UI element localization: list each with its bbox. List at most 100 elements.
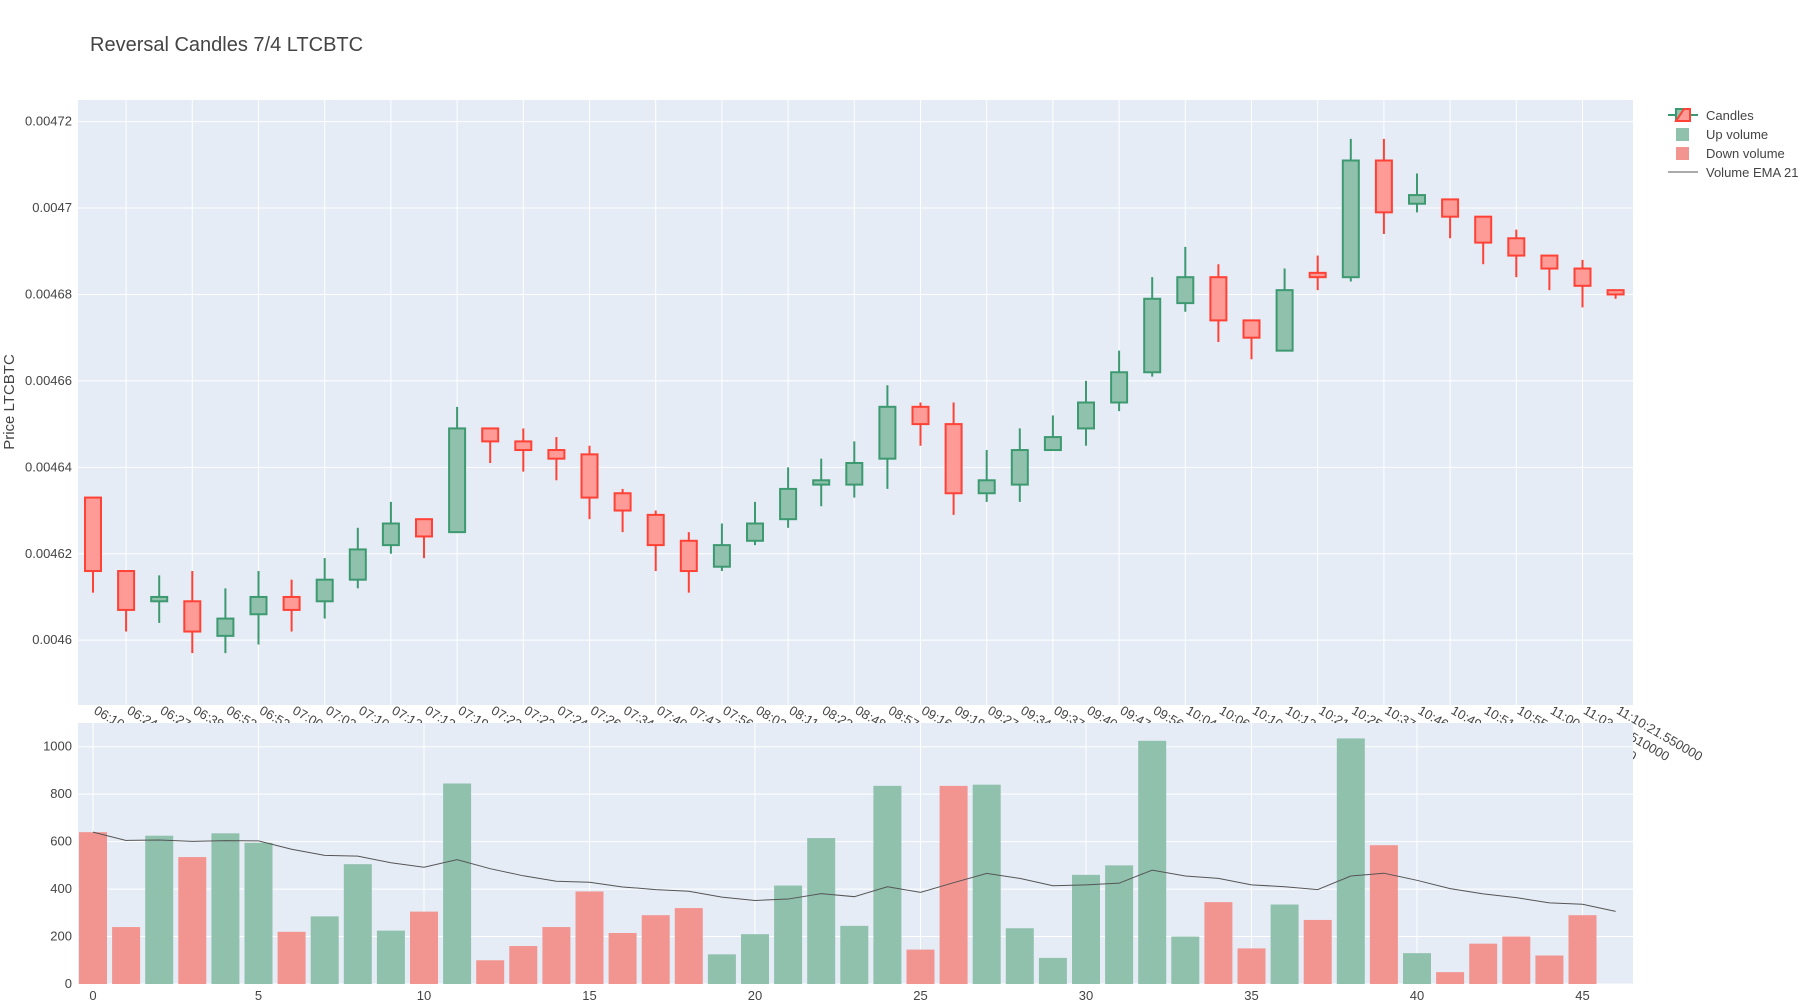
down-volume-bar[interactable] (1502, 936, 1531, 984)
candle-up[interactable] (216, 588, 235, 654)
candle-up[interactable] (812, 458, 831, 507)
down-volume-bar[interactable] (1369, 845, 1398, 984)
up-volume-bar[interactable] (774, 885, 803, 984)
candle-down[interactable] (944, 402, 963, 515)
candle-down[interactable] (282, 579, 301, 632)
up-volume-bar[interactable] (972, 784, 1001, 984)
up-volume-bar[interactable] (741, 934, 769, 984)
up-volume-bar[interactable] (244, 842, 273, 984)
up-volume-bar[interactable] (1038, 957, 1067, 984)
up-volume-bar[interactable] (873, 785, 902, 984)
up-volume-bar[interactable] (1336, 738, 1365, 984)
candle-up[interactable] (315, 558, 334, 619)
candle-down[interactable] (1308, 255, 1327, 291)
down-volume-bar[interactable] (1204, 902, 1233, 984)
down-volume-bar[interactable] (1237, 948, 1266, 984)
candle-up[interactable] (1176, 246, 1195, 312)
candle-down[interactable] (1441, 198, 1460, 239)
legend-item-volume-ema[interactable]: Volume EMA 21 (1668, 165, 1799, 180)
candle-up[interactable] (1275, 268, 1294, 352)
up-volume-bar[interactable] (376, 930, 405, 984)
candle-up[interactable] (977, 450, 996, 502)
candle-down[interactable] (514, 428, 533, 472)
down-volume-bar[interactable] (1436, 972, 1465, 984)
candle-down[interactable] (1209, 264, 1228, 342)
up-volume-bar[interactable] (1171, 936, 1200, 984)
candle-down[interactable] (183, 571, 202, 654)
up-volume-bar[interactable] (1005, 928, 1034, 984)
legend-item-up-volume[interactable]: Up volume (1676, 127, 1768, 142)
down-volume-bar[interactable] (178, 857, 207, 984)
candle-down[interactable] (547, 437, 566, 481)
up-volume-bar[interactable] (1138, 740, 1167, 984)
candle-down[interactable] (613, 488, 632, 533)
candle-up[interactable] (1110, 350, 1129, 412)
candle-up[interactable] (845, 441, 864, 498)
up-volume-bar[interactable] (707, 954, 736, 984)
down-volume-bar[interactable] (476, 960, 505, 984)
candle-up[interactable] (348, 527, 367, 589)
legend-item-down-volume[interactable]: Down volume (1676, 146, 1785, 161)
down-volume-bar[interactable] (641, 915, 670, 984)
candle-up[interactable] (1143, 277, 1162, 377)
candle-up[interactable] (779, 467, 798, 528)
candle-down[interactable] (481, 427, 500, 463)
down-volume-bar[interactable] (1535, 955, 1564, 984)
candle-up[interactable] (1408, 173, 1426, 213)
down-volume-bar[interactable] (575, 891, 604, 984)
down-volume-bar[interactable] (542, 927, 571, 984)
candle-up[interactable] (448, 406, 467, 534)
candle-up[interactable] (712, 523, 731, 572)
candle-up[interactable] (1010, 428, 1029, 502)
candle-down[interactable] (580, 445, 599, 520)
up-volume-bar[interactable] (211, 833, 240, 984)
up-volume-bar[interactable] (840, 925, 869, 984)
down-volume-bar[interactable] (1469, 943, 1498, 984)
down-volume-bar[interactable] (1303, 919, 1332, 984)
candle-up[interactable] (878, 385, 897, 489)
legend-item-candles[interactable]: Candles (1668, 108, 1754, 123)
candle-down[interactable] (1242, 319, 1261, 360)
down-volume-bar[interactable] (509, 946, 538, 984)
candle-down[interactable] (84, 496, 102, 593)
candle-up[interactable] (150, 575, 169, 623)
up-volume-bar[interactable] (1105, 865, 1134, 984)
candle-down[interactable] (1573, 259, 1592, 308)
up-volume-bar[interactable] (1403, 953, 1431, 984)
candle-up[interactable] (1077, 380, 1095, 446)
candle-down[interactable] (1606, 289, 1625, 299)
down-volume-bar[interactable] (277, 931, 306, 984)
candle-down[interactable] (679, 532, 698, 593)
candle-up[interactable] (1341, 138, 1360, 282)
up-volume-bar[interactable] (1072, 874, 1100, 984)
down-volume-bar[interactable] (112, 927, 141, 984)
candle-down[interactable] (1374, 138, 1393, 234)
candle-down[interactable] (1474, 215, 1493, 265)
candle-body (547, 449, 566, 460)
down-volume-bar[interactable] (939, 785, 968, 984)
volume-y-tick-label: 400 (50, 881, 72, 896)
down-volume-bar[interactable] (906, 949, 935, 984)
down-volume-bar[interactable] (608, 932, 637, 984)
candle-down[interactable] (911, 402, 930, 446)
candle-down[interactable] (646, 510, 665, 572)
candle-up[interactable] (381, 501, 400, 554)
up-volume-bar[interactable] (343, 864, 372, 984)
candle-down[interactable] (415, 518, 433, 559)
candle-up[interactable] (746, 501, 764, 546)
up-volume-bar[interactable] (310, 916, 339, 984)
candle-down[interactable] (1540, 254, 1559, 291)
candle-up[interactable] (1043, 415, 1062, 452)
up-volume-bar[interactable] (807, 838, 836, 984)
down-volume-bar[interactable] (674, 908, 703, 984)
down-volume-bar[interactable] (410, 911, 438, 984)
down-volume-bar[interactable] (79, 832, 107, 984)
down-volume-bar[interactable] (1568, 915, 1597, 984)
up-volume-bar[interactable] (443, 783, 472, 984)
candle-up[interactable] (249, 571, 268, 645)
candle-body (812, 479, 831, 486)
candle-down[interactable] (1507, 229, 1526, 278)
candle-down[interactable] (117, 570, 136, 632)
up-volume-bar[interactable] (1270, 904, 1299, 984)
up-volume-bar[interactable] (145, 835, 174, 984)
